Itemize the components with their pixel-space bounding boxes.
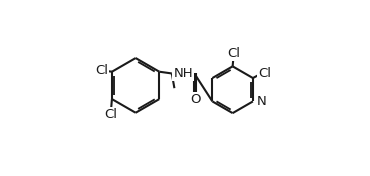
Text: Cl: Cl [105,108,118,121]
Text: NH: NH [173,67,193,80]
Text: O: O [190,93,201,106]
Text: Cl: Cl [227,46,240,59]
Text: N: N [257,95,266,108]
Text: Cl: Cl [259,67,272,80]
Text: Cl: Cl [95,64,108,77]
